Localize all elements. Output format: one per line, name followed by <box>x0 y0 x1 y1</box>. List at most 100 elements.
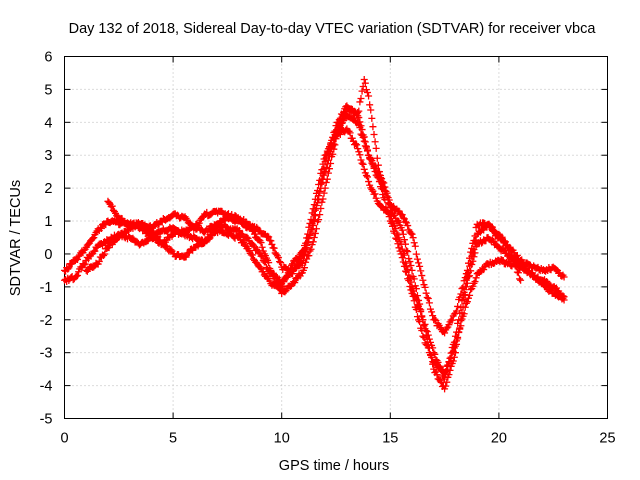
data-point <box>415 259 423 267</box>
data-point <box>311 229 319 237</box>
data-point <box>129 234 137 242</box>
data-point <box>363 173 371 181</box>
data-point <box>371 190 379 198</box>
data-point <box>324 148 332 156</box>
data-point <box>357 156 365 164</box>
data-point <box>64 265 72 273</box>
data-point <box>294 262 302 270</box>
data-point <box>441 368 449 376</box>
data-point <box>428 354 436 362</box>
data-point <box>403 247 411 255</box>
data-point <box>441 329 449 337</box>
data-point <box>321 184 329 192</box>
data-point <box>340 108 348 116</box>
data-point <box>299 250 307 258</box>
data-point <box>489 227 497 235</box>
data-point <box>457 317 465 325</box>
data-point <box>365 92 373 100</box>
data-point <box>367 106 375 114</box>
data-point <box>322 154 330 162</box>
data-point <box>357 122 365 130</box>
data-point <box>182 253 190 261</box>
y-axis-label: SDTVAR / TECUs <box>8 180 24 296</box>
data-point <box>270 275 278 283</box>
data-point <box>408 266 416 274</box>
data-point <box>356 98 364 106</box>
data-point <box>467 248 475 256</box>
data-point <box>451 349 459 357</box>
data-point <box>336 124 344 132</box>
data-point <box>291 279 299 287</box>
data-point <box>363 146 371 154</box>
data-point <box>358 159 366 167</box>
data-point <box>258 252 266 260</box>
data-point <box>471 249 479 257</box>
data-point <box>297 254 305 262</box>
data-point <box>499 245 507 253</box>
y-tick-label: -5 <box>40 412 53 428</box>
data-point <box>308 225 316 233</box>
data-point <box>418 312 426 320</box>
data-point <box>424 341 432 349</box>
data-point <box>472 274 480 282</box>
chart-title: Day 132 of 2018, Sidereal Day-to-day VTE… <box>69 21 597 37</box>
data-point <box>100 251 108 259</box>
data-point <box>450 353 458 361</box>
data-point <box>423 293 431 301</box>
y-tick-label: -4 <box>40 379 53 395</box>
data-point <box>298 251 306 259</box>
data-point <box>369 123 377 131</box>
data-point <box>454 302 462 310</box>
data-point <box>257 239 265 247</box>
data-point <box>453 340 461 348</box>
data-point <box>413 292 421 300</box>
data-point <box>241 241 249 249</box>
data-point <box>363 88 371 96</box>
data-point <box>423 335 431 343</box>
data-point <box>417 267 425 275</box>
y-tick-label: 2 <box>44 181 52 197</box>
data-point <box>398 226 406 234</box>
data-point <box>163 242 171 250</box>
data-point <box>402 218 410 226</box>
data-point <box>543 277 551 285</box>
data-point <box>379 190 387 198</box>
data-point <box>329 150 337 158</box>
data-point <box>383 189 391 197</box>
data-point <box>316 187 324 195</box>
data-point <box>95 257 103 265</box>
data-point <box>435 363 443 371</box>
data-point <box>368 114 376 122</box>
plot-frame <box>64 56 608 419</box>
data-point <box>488 236 496 244</box>
data-point <box>319 171 327 179</box>
data-point <box>355 107 363 115</box>
series-track-d <box>104 76 568 337</box>
data-point <box>280 278 288 286</box>
data-point <box>90 234 98 242</box>
data-point <box>354 145 362 153</box>
y-tick-label: -1 <box>40 280 53 296</box>
data-point <box>305 252 313 260</box>
data-point <box>456 293 464 301</box>
data-point <box>443 378 451 386</box>
data-point <box>167 246 175 254</box>
data-point <box>356 151 364 159</box>
x-tick-label: 20 <box>491 431 507 447</box>
data-point <box>105 199 113 207</box>
data-point <box>446 366 454 374</box>
data-point <box>433 371 441 379</box>
data-point <box>377 171 385 179</box>
data-point <box>359 160 367 168</box>
data-point <box>468 244 476 252</box>
data-point <box>74 272 82 280</box>
data-point <box>404 222 412 230</box>
data-point <box>74 255 82 263</box>
data-point <box>456 324 464 332</box>
x-tick-label: 25 <box>599 431 615 447</box>
data-point <box>425 299 433 307</box>
data-layer <box>61 76 568 393</box>
data-point <box>409 234 417 242</box>
data-point <box>469 257 477 265</box>
data-point <box>81 260 89 268</box>
